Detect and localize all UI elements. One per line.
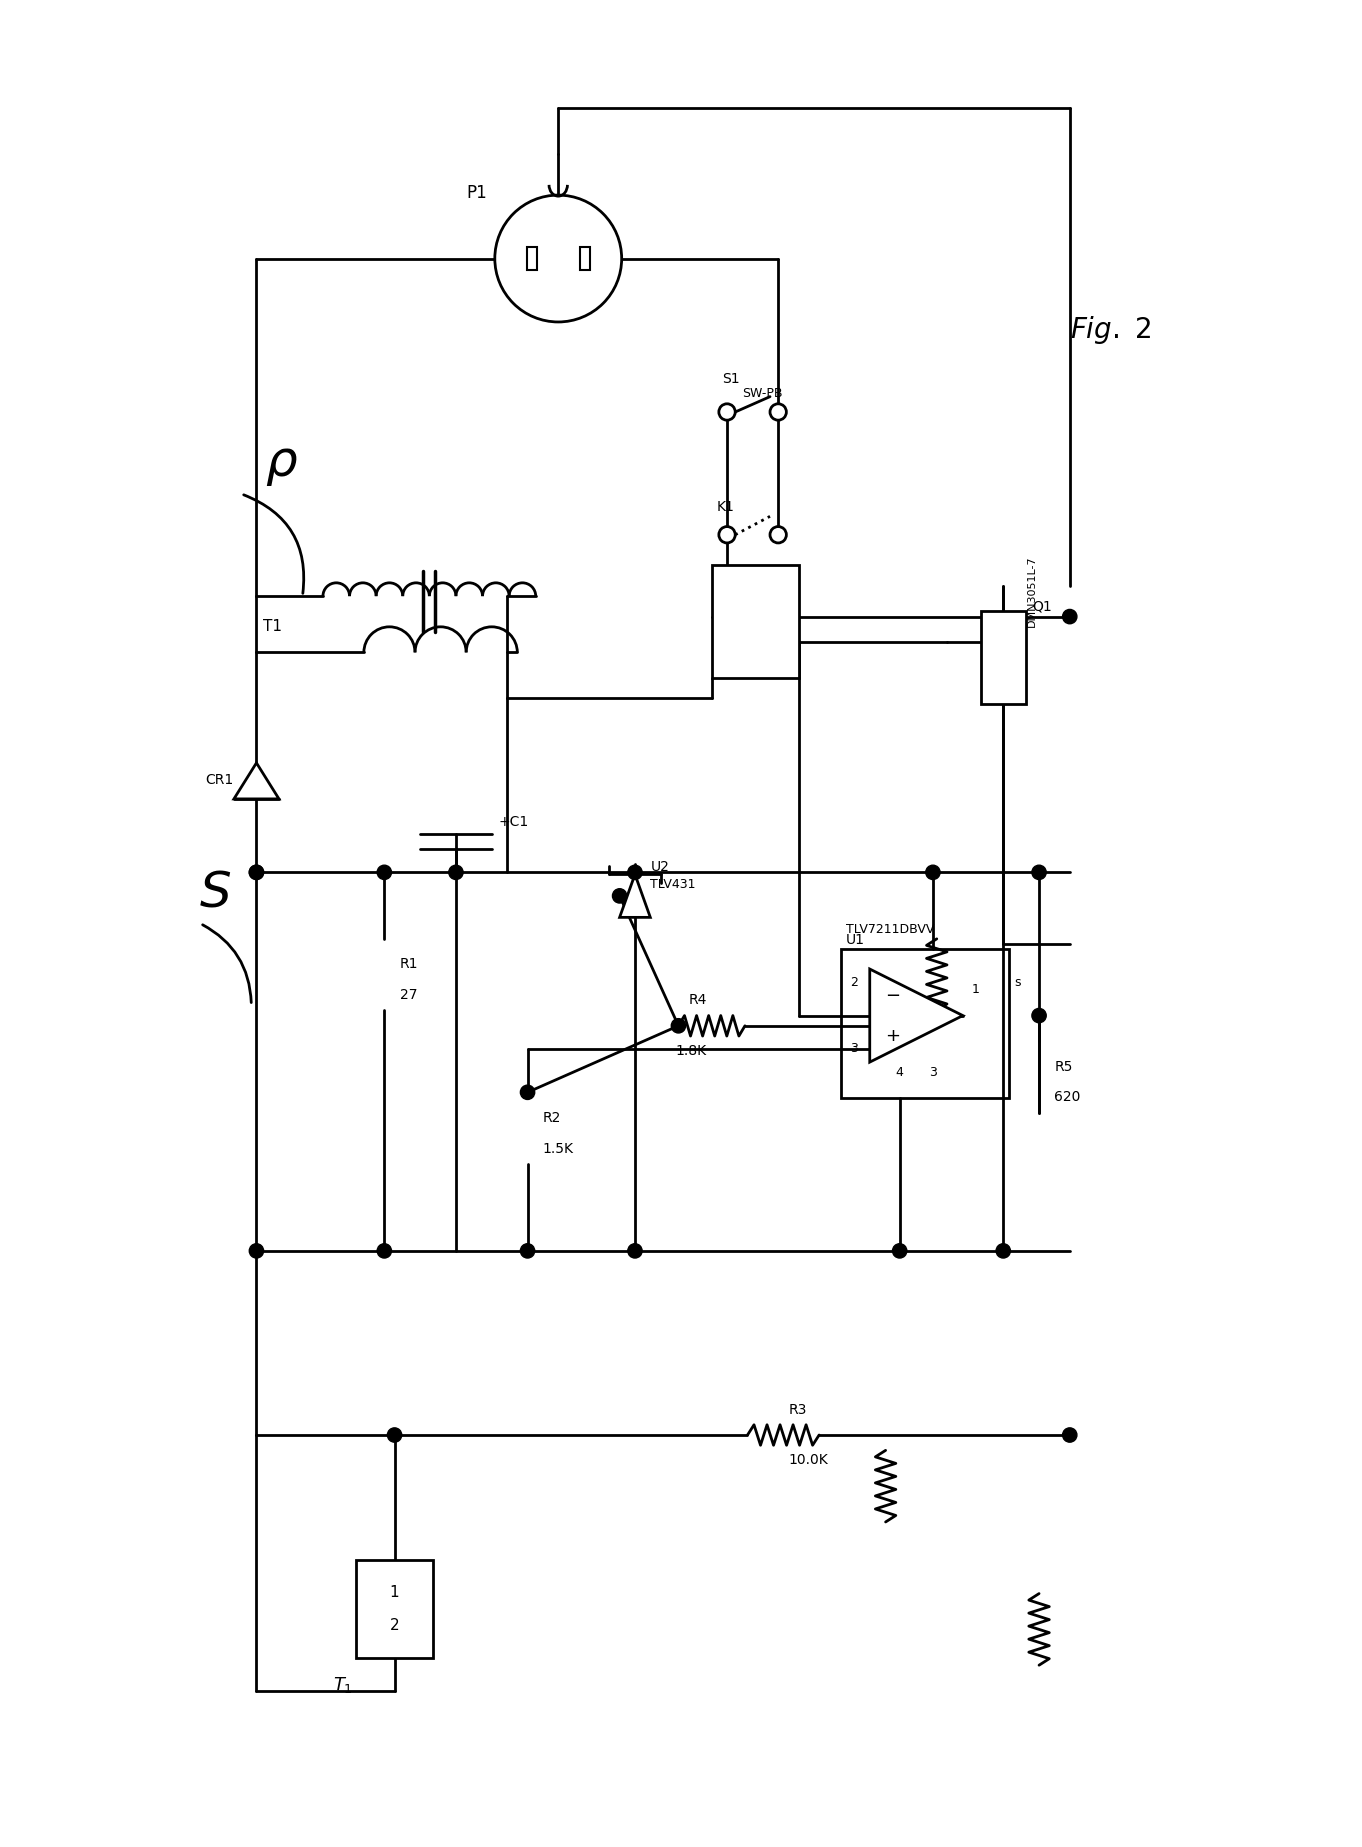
Polygon shape — [234, 763, 279, 800]
Circle shape — [628, 864, 642, 879]
Text: $Fig.\ 2$: $Fig.\ 2$ — [1071, 314, 1151, 345]
Circle shape — [671, 1020, 685, 1032]
FancyBboxPatch shape — [580, 247, 590, 270]
Text: +C1: +C1 — [498, 815, 530, 829]
Text: s: s — [1013, 975, 1020, 988]
Circle shape — [448, 864, 463, 879]
Text: DMN3051L-7: DMN3051L-7 — [1027, 556, 1036, 626]
Circle shape — [1062, 610, 1077, 624]
Circle shape — [520, 1243, 535, 1258]
Text: −: − — [885, 986, 900, 1005]
Circle shape — [387, 1428, 402, 1443]
Polygon shape — [620, 874, 650, 918]
Circle shape — [249, 864, 264, 879]
Text: TLV431: TLV431 — [650, 877, 696, 890]
Text: 3: 3 — [929, 1066, 937, 1079]
Text: TLV7211DBVV: TLV7211DBVV — [846, 924, 934, 936]
Text: CR1: CR1 — [206, 774, 233, 787]
Circle shape — [892, 1243, 907, 1258]
Text: R2: R2 — [543, 1110, 561, 1125]
Polygon shape — [870, 970, 963, 1062]
Circle shape — [719, 526, 735, 543]
Text: 4: 4 — [896, 1066, 903, 1079]
FancyBboxPatch shape — [527, 247, 537, 270]
Text: U2: U2 — [650, 861, 669, 874]
Circle shape — [249, 1243, 264, 1258]
FancyArrowPatch shape — [244, 495, 304, 593]
Text: R1: R1 — [399, 957, 418, 972]
Circle shape — [613, 888, 627, 903]
Text: Q1: Q1 — [1032, 600, 1051, 613]
Circle shape — [1062, 1428, 1077, 1443]
Text: S1: S1 — [722, 373, 740, 386]
Text: SW-PB: SW-PB — [742, 386, 783, 399]
Text: 2: 2 — [850, 975, 858, 988]
Circle shape — [1032, 1008, 1046, 1023]
Circle shape — [628, 1243, 642, 1258]
Text: 1.5K: 1.5K — [543, 1141, 573, 1156]
Text: P1: P1 — [466, 185, 486, 203]
Circle shape — [377, 864, 391, 879]
Text: 620: 620 — [1054, 1090, 1081, 1105]
Circle shape — [996, 1243, 1011, 1258]
Circle shape — [377, 1243, 391, 1258]
Text: T1: T1 — [263, 619, 282, 634]
Text: +: + — [885, 1027, 900, 1045]
Text: 27: 27 — [399, 988, 417, 1003]
Text: 1.8K: 1.8K — [676, 1044, 707, 1058]
Text: R4: R4 — [688, 994, 707, 1007]
Circle shape — [770, 526, 786, 543]
Circle shape — [249, 864, 264, 879]
Text: 3: 3 — [850, 1042, 858, 1055]
Text: 2: 2 — [390, 1618, 399, 1633]
Circle shape — [1032, 864, 1046, 879]
Text: U1: U1 — [846, 933, 865, 946]
Circle shape — [926, 864, 940, 879]
Text: R5: R5 — [1054, 1060, 1073, 1073]
Text: 1: 1 — [971, 983, 979, 997]
Text: 1: 1 — [390, 1585, 399, 1600]
Text: $\rho$: $\rho$ — [266, 438, 298, 488]
Text: $S$: $S$ — [199, 868, 232, 918]
FancyBboxPatch shape — [981, 611, 1026, 704]
FancyBboxPatch shape — [712, 565, 798, 678]
Circle shape — [494, 196, 621, 321]
Text: R3: R3 — [789, 1402, 806, 1417]
Text: K1: K1 — [716, 501, 734, 513]
FancyArrowPatch shape — [203, 925, 251, 1003]
Circle shape — [770, 404, 786, 419]
Text: 10.0K: 10.0K — [789, 1454, 828, 1467]
Circle shape — [719, 404, 735, 419]
Text: $T_1$: $T_1$ — [334, 1675, 353, 1696]
FancyBboxPatch shape — [355, 1561, 433, 1659]
Circle shape — [520, 1086, 535, 1099]
